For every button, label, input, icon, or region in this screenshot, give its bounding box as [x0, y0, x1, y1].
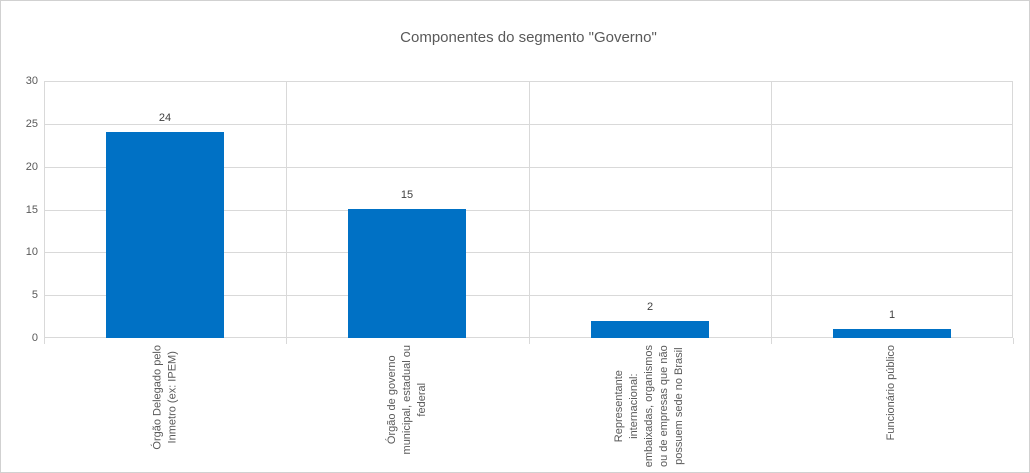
x-axis-tick: [286, 338, 287, 344]
x-axis-tick: [771, 338, 772, 344]
gridline: [44, 167, 1013, 168]
y-axis-tick-label: 5: [31, 289, 38, 301]
bar-value-label: 2: [646, 301, 654, 313]
category-separator: [771, 81, 772, 338]
x-axis-category-label: Representante internacional: embaixadas,…: [613, 345, 686, 468]
y-axis-tick-label: 30: [25, 75, 38, 87]
y-axis-tick-label: 0: [31, 332, 38, 344]
y-axis-tick-label: 10: [25, 246, 38, 258]
gridline: [44, 252, 1013, 253]
bar-value-label: 1: [888, 309, 896, 321]
y-axis-tick-label: 20: [25, 161, 38, 173]
x-axis-category-label: Funcionário público: [885, 345, 898, 441]
x-axis-tick: [529, 338, 530, 344]
y-axis-tick-label: 15: [25, 204, 38, 216]
category-separator: [286, 81, 287, 338]
bar: [348, 209, 466, 338]
chart-title: Componentes do segmento "Governo": [400, 29, 657, 46]
y-axis-tick-label: 25: [25, 118, 38, 130]
bar: [833, 329, 951, 338]
x-axis-category-label: Órgão Delegado pelo Inmetro (ex: IPEM): [151, 345, 179, 450]
plot-area: [44, 81, 1013, 338]
category-separator: [529, 81, 530, 338]
gridline: [44, 210, 1013, 211]
gridline: [44, 295, 1013, 296]
bar: [106, 132, 224, 338]
x-axis-tick: [44, 338, 45, 344]
x-axis-category-label: Órgão de governo municipal, estadual ou …: [385, 345, 428, 455]
bar: [591, 321, 709, 338]
x-axis-tick: [1013, 338, 1014, 344]
bar-value-label: 15: [400, 189, 414, 201]
bar-value-label: 24: [158, 112, 172, 124]
gridline: [44, 124, 1013, 125]
